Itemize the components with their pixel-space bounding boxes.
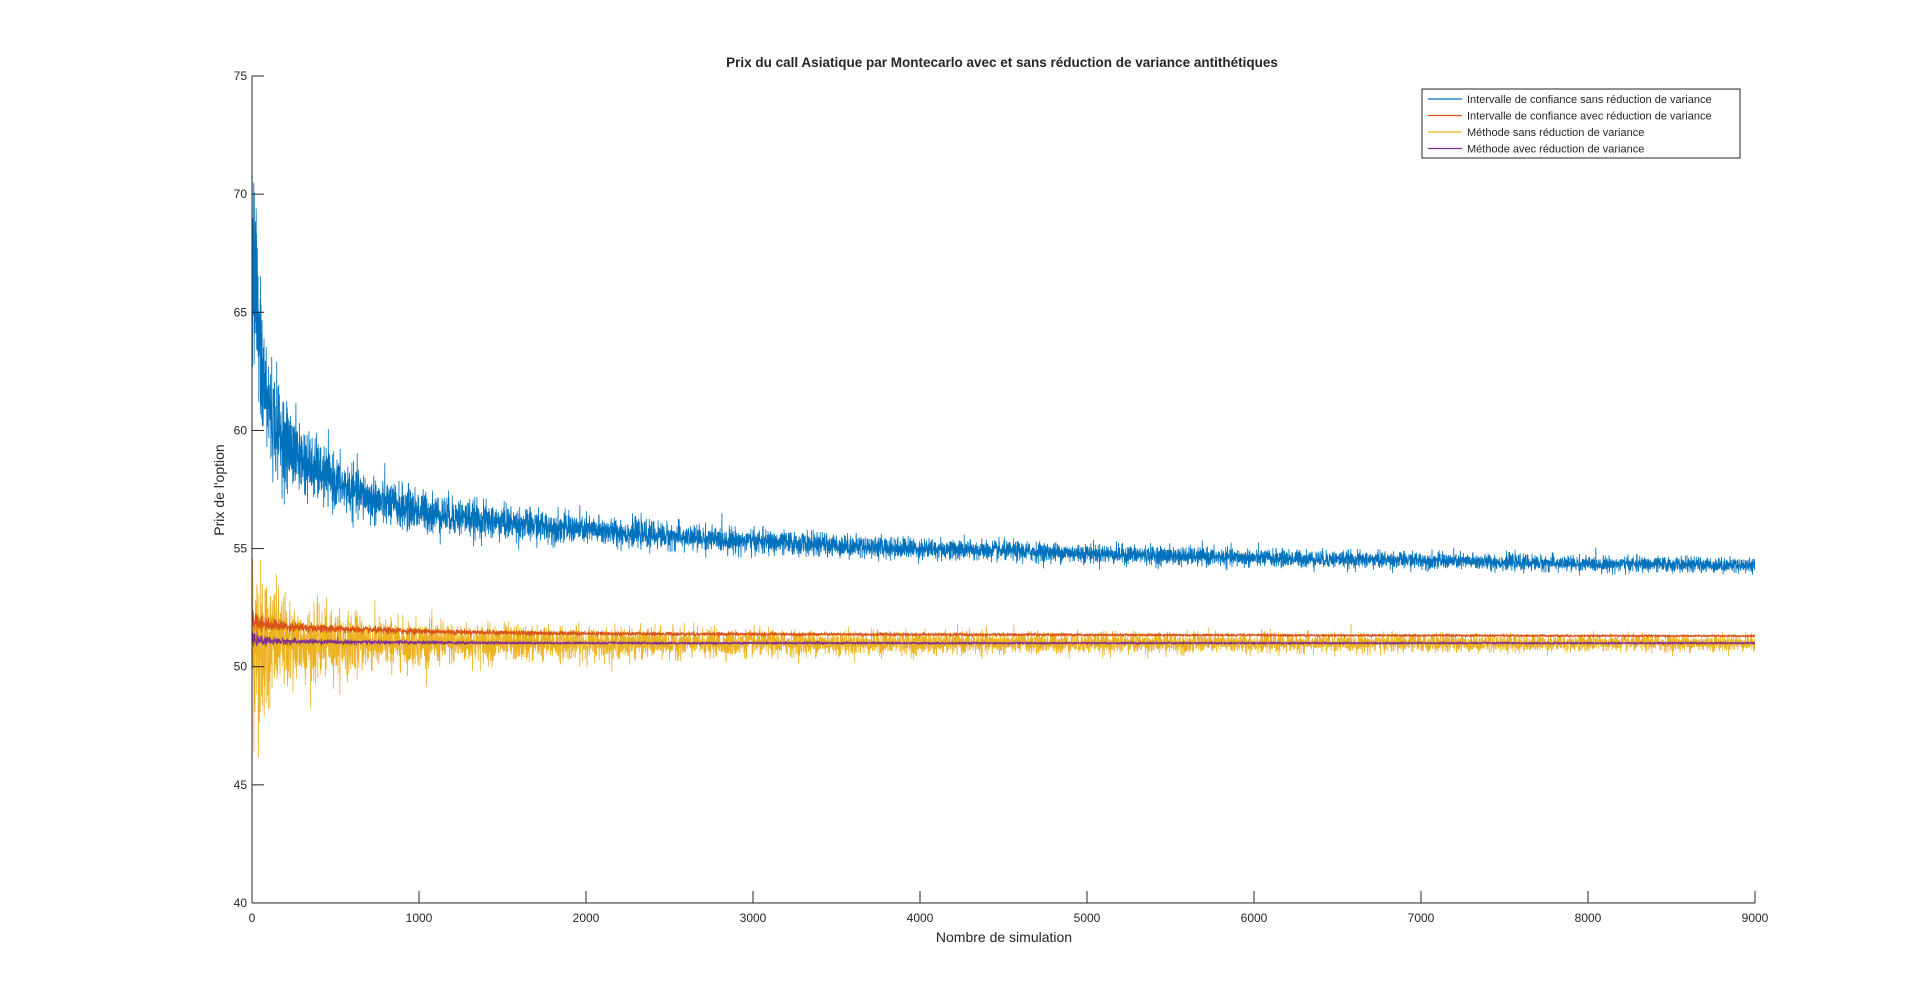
x-tick-label: 8000 [1575,911,1602,925]
chart-title: Prix du call Asiatique par Montecarlo av… [726,55,1278,70]
y-ticks: 40 45 50 55 60 65 70 75 [234,69,264,910]
plot-area [252,173,1755,758]
x-axis-label: Nombre de simulation [936,929,1072,945]
y-axis-label: Prix de l'option [211,444,227,535]
x-tick-label: 2000 [573,911,600,925]
x-tick-label: 5000 [1074,911,1101,925]
series-line [252,173,1755,576]
x-tick-label: 9000 [1742,911,1769,925]
y-tick-label: 45 [234,778,248,792]
y-tick-label: 60 [234,423,248,437]
x-tick-label: 7000 [1408,911,1435,925]
legend-label: Intervalle de confiance avec réduction d… [1467,111,1712,123]
series-line [252,595,1755,639]
y-tick-label: 70 [234,187,248,201]
legend-label: Méthode sans réduction de variance [1467,127,1644,139]
legend-box [1421,88,1741,159]
y-tick-label: 75 [234,69,248,83]
legend-label: Intervalle de confiance sans réduction d… [1467,94,1712,106]
y-tick-label: 50 [234,660,248,674]
axes: 0 1000 2000 3000 4000 5000 6000 7000 8000 9000 40… [234,69,1769,925]
legend-label: Méthode avec réduction de variance [1467,144,1644,156]
y-tick-label: 40 [234,896,248,910]
x-tick-label: 1000 [406,911,433,925]
x-tick-label: 4000 [907,911,934,925]
legend[interactable]: Intervalle de confiance sans réduction d… [1421,88,1741,159]
series-line [252,631,1755,647]
series-layer [252,173,1755,758]
y-tick-label: 65 [234,305,248,319]
x-tick-label: 3000 [740,911,767,925]
x-tick-label: 6000 [1241,911,1268,925]
y-tick-label: 55 [234,542,248,556]
x-ticks: 0 1000 2000 3000 4000 5000 6000 7000 8000 9000 [249,891,1769,925]
x-tick-label: 0 [249,911,256,925]
